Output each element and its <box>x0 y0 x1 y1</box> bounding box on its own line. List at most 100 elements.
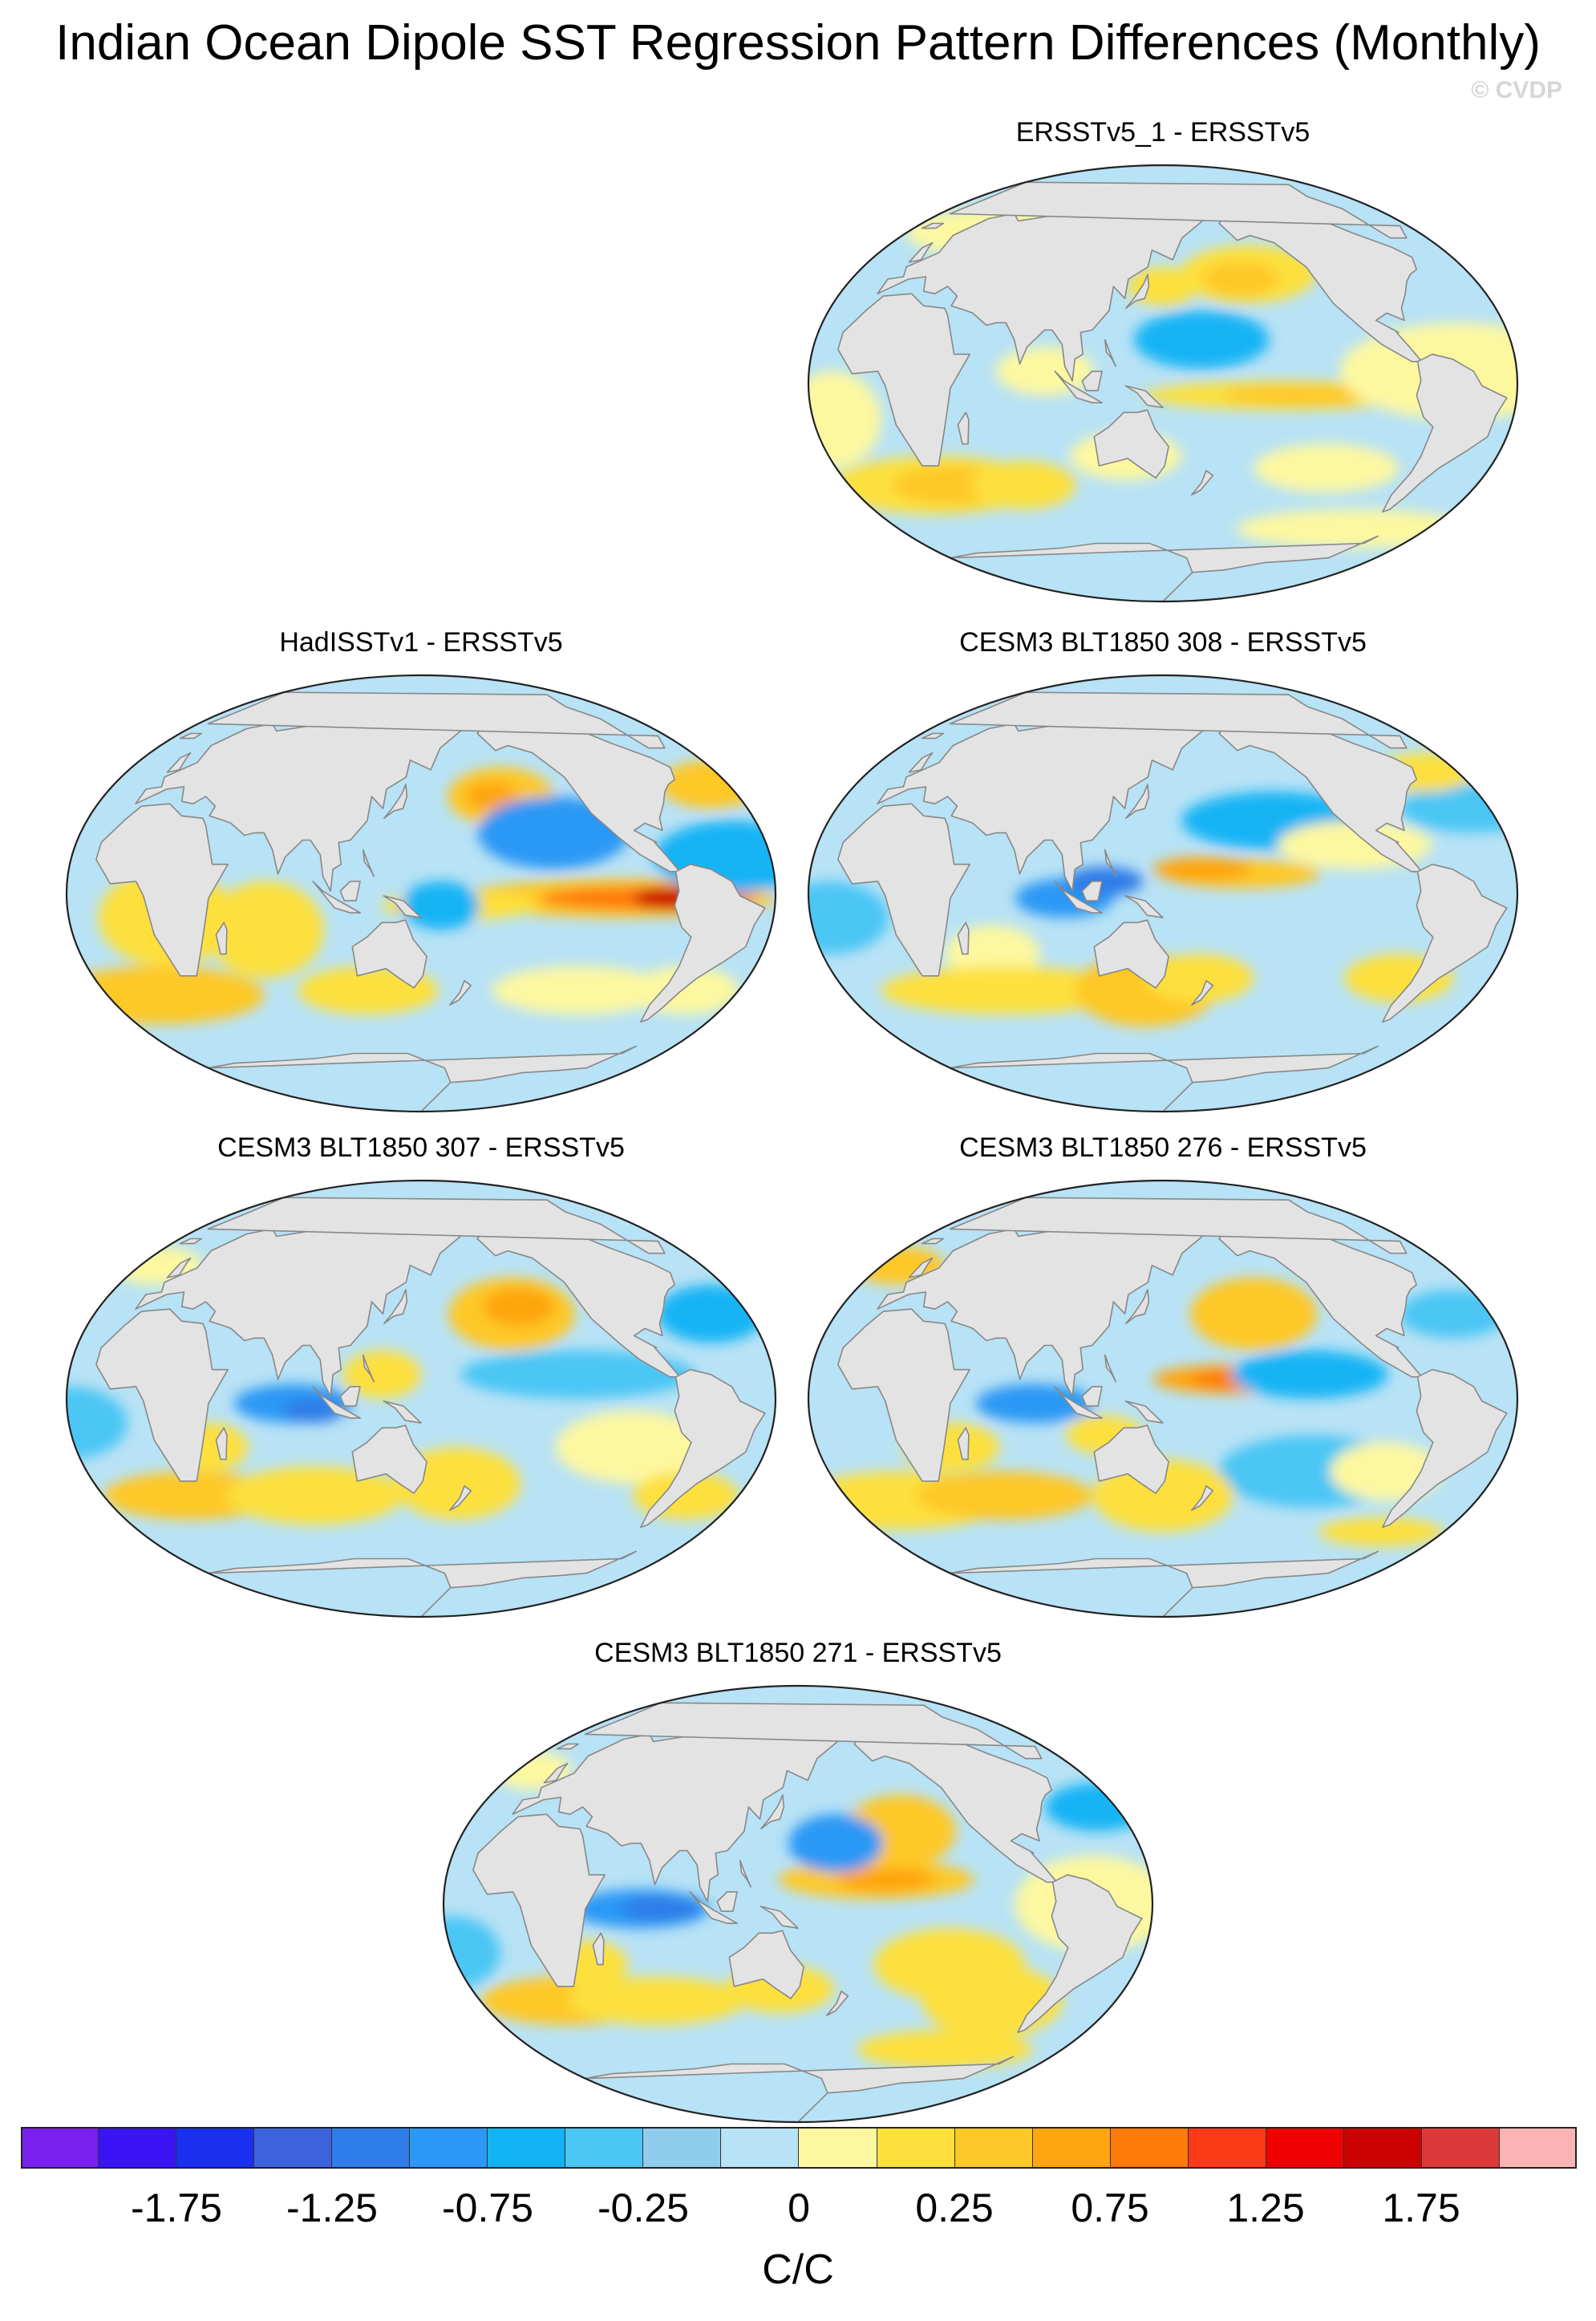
colorbar-tick-label: 1.75 <box>1382 2185 1460 2230</box>
landmass-japan <box>1125 273 1150 310</box>
landmass-borneo <box>339 1386 361 1407</box>
colorbar-swatch <box>99 2127 177 2169</box>
anomaly-contour <box>621 1896 700 1922</box>
landmass-newguinea <box>1124 385 1164 408</box>
colorbar-tick-label: -1.75 <box>131 2185 222 2230</box>
anomaly-contour <box>836 1867 935 1892</box>
landmass-uk <box>166 1257 192 1278</box>
landmass-iceland <box>556 1743 579 1750</box>
colorbar-swatch <box>565 2127 644 2169</box>
landmass-australia <box>728 1930 804 1999</box>
landmass-uk <box>908 241 934 263</box>
landmass-africa <box>95 1308 229 1482</box>
landmass-indonesia <box>312 1386 361 1419</box>
landmass-indonesia <box>312 881 361 913</box>
landmass-madagascar <box>215 922 228 955</box>
figure-title: Indian Ocean Dipole SST Regression Patte… <box>55 15 1541 71</box>
panel-title: HadISSTv1 - ERSSTv5 <box>279 627 563 658</box>
panel-title: CESM3 BLT1850 308 - ERSSTv5 <box>959 627 1367 658</box>
world-map <box>807 674 1519 1113</box>
anomaly-contour <box>492 966 668 1015</box>
anomaly-contour <box>1399 1290 1508 1339</box>
landmass-nam <box>476 720 683 875</box>
colorbar-swatch <box>1110 2127 1189 2169</box>
colorbar-swatch <box>721 2127 800 2169</box>
landmass-newzealand <box>1191 980 1214 1006</box>
landmass-africa <box>837 293 970 467</box>
colorbar-units: C/C <box>762 2246 834 2293</box>
panel-title: CESM3 BLT1850 271 - ERSSTv5 <box>594 1638 1002 1668</box>
anomaly-contour <box>1202 261 1279 297</box>
anomaly-contour <box>975 1383 1094 1424</box>
anomaly-contour <box>1092 1459 1233 1533</box>
anomaly-contour <box>808 881 889 954</box>
landmass-iceland <box>179 732 202 739</box>
landmass-borneo <box>1081 1386 1103 1407</box>
landmass-australia <box>1093 919 1169 989</box>
map-border <box>807 164 1519 603</box>
landmass-uk <box>908 1257 934 1278</box>
landmass-nam <box>1218 1225 1425 1380</box>
landmass-antarctica <box>208 1045 638 1112</box>
anomaly-contour <box>1152 857 1251 881</box>
anomaly-contour <box>477 796 630 869</box>
landmass-greenland <box>584 1702 1043 1760</box>
colorbar-swatch <box>21 2127 99 2169</box>
anomaly-contour <box>1231 1350 1388 1399</box>
landmass-borneo <box>1081 881 1103 901</box>
landmass-newguinea <box>1124 1400 1164 1424</box>
landmass-newguinea <box>383 895 422 918</box>
landmass-japan <box>1125 1289 1150 1325</box>
world-map <box>65 1179 777 1618</box>
anomaly-contour <box>788 1814 884 1873</box>
anomaly-contour <box>916 1471 1092 1521</box>
landmass-nam <box>1218 720 1425 875</box>
landmass-philippines <box>1104 1354 1116 1383</box>
landmass-borneo <box>716 1891 738 1912</box>
anomaly-contour <box>460 1350 695 1399</box>
colorbar-swatch <box>1266 2127 1344 2169</box>
colorbar-tick-label: 0 <box>788 2185 810 2230</box>
landmass-africa <box>837 803 970 977</box>
landmass-australia <box>351 1424 427 1494</box>
landmass-africa <box>95 803 229 977</box>
landmass-australia <box>351 919 427 989</box>
panel-title: CESM3 BLT1850 276 - ERSSTv5 <box>959 1132 1367 1163</box>
anomaly-contour <box>465 782 518 812</box>
landmass-newzealand <box>826 1991 849 2016</box>
colorbar-swatch <box>488 2127 566 2169</box>
landmass-greenland <box>949 181 1408 239</box>
anomaly-contour <box>483 1287 555 1327</box>
landmass-newguinea <box>760 1906 799 1929</box>
colorbar-swatch <box>176 2127 255 2169</box>
anomaly-contour <box>1254 444 1400 492</box>
landmass-nam <box>476 1225 683 1380</box>
landmass-greenland <box>207 691 666 749</box>
landmass-africa <box>472 1813 606 1987</box>
landmass-greenland <box>949 691 1408 749</box>
colorbar-swatch <box>954 2127 1033 2169</box>
anomaly-contour <box>857 2030 1033 2069</box>
landmass-madagascar <box>592 1932 605 1966</box>
landmass-newguinea <box>383 1400 422 1424</box>
colorbar-swatch <box>332 2127 411 2169</box>
landmass-nam <box>853 1731 1060 1886</box>
anomaly-contour <box>569 1976 745 2026</box>
anomaly-contour <box>1133 310 1270 369</box>
anomaly-contour <box>1044 1782 1151 1832</box>
landmass-madagascar <box>957 922 970 955</box>
colorbar-tick-label: 0.75 <box>1071 2185 1149 2230</box>
landmass-japan <box>1125 784 1150 820</box>
landmass-nam <box>1218 210 1425 365</box>
colorbar-swatch <box>1032 2127 1111 2169</box>
landmass-antarctica <box>950 535 1379 602</box>
colorbar-tick-label: -0.25 <box>597 2185 689 2230</box>
landmass-newguinea <box>1124 895 1164 918</box>
landmass-australia <box>1093 409 1169 479</box>
world-map <box>807 1179 1519 1618</box>
anomaly-contour <box>1144 954 1254 1003</box>
landmass-antarctica <box>585 2056 1015 2122</box>
anomaly-contour <box>1221 386 1379 406</box>
landmass-newzealand <box>449 980 472 1006</box>
map-border <box>65 1179 777 1618</box>
